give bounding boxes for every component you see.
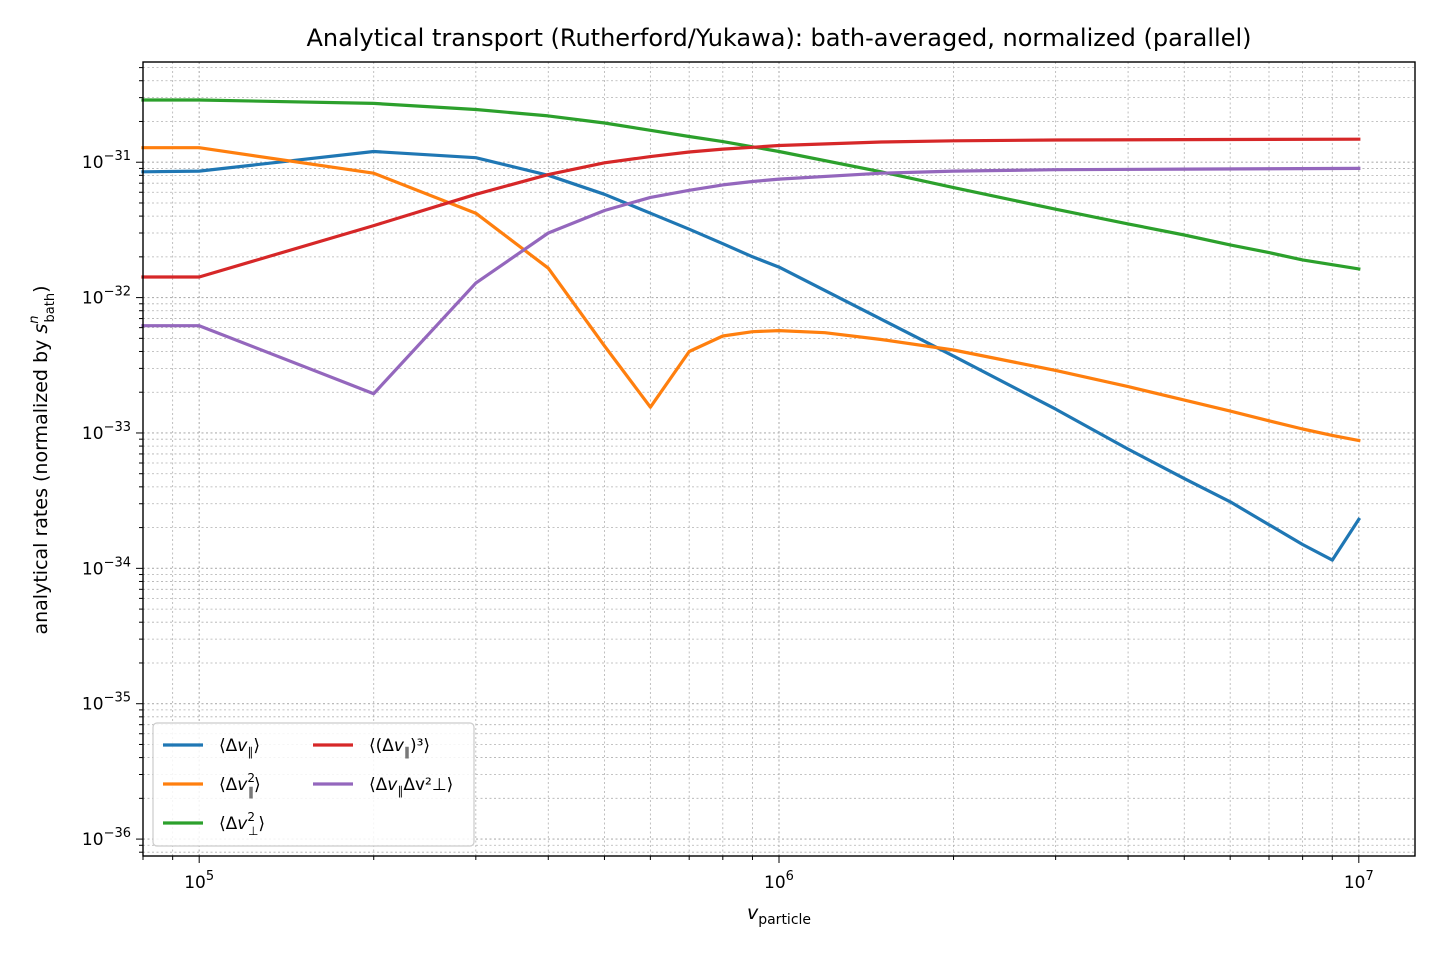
series-line-2 (141, 146, 1361, 443)
x-axis-label-main: v (747, 902, 759, 924)
series-layer (141, 98, 1362, 562)
axis-tick-labels: 105 106 107 10−36 10−35 10−34 10−33 10−32 10−31 (82, 149, 1374, 893)
x-tick-label: 107 (1344, 869, 1374, 893)
y-tick-label: 10−34 (82, 555, 131, 579)
legend-label-1: ⟨Δv∥⟩ (219, 736, 260, 759)
y-axis-label-s: s (30, 324, 52, 334)
y-axis-label-superscript: n (27, 315, 42, 323)
axis-ticks (136, 67, 1360, 863)
legend: ⟨Δv∥⟩ ⟨Δv2 ∥⟩ ⟨Δv2 ⊥⟩ ⟨(Δv∥)³⟩ ⟨Δv∥Δv²⊥⟩ (152, 722, 475, 847)
x-tick-label: 106 (764, 869, 794, 893)
y-axis-label-subscript: bath (43, 293, 58, 323)
y-tick-label: 10−36 (82, 826, 131, 850)
y-axis-label: analytical rates (normalized by snbath) (27, 285, 58, 634)
y-tick-label: 10−32 (82, 285, 131, 309)
series-line-4 (141, 137, 1361, 279)
x-tick-label: 105 (184, 869, 214, 893)
chart-title: Analytical transport (Rutherford/Yukawa)… (306, 24, 1251, 52)
legend-label-5: ⟨Δv∥Δv²⊥⟩ (369, 775, 453, 798)
y-tick-label: 10−33 (82, 420, 131, 444)
x-axis-label-subscript: particle (758, 912, 811, 928)
legend-label-3: ⟨Δv2 ⊥⟩ (219, 810, 265, 838)
series-line-1 (141, 149, 1362, 562)
y-axis-label-close: ) (30, 285, 52, 292)
y-tick-label: 10−31 (82, 149, 131, 173)
legend-label-4: ⟨(Δv∥)³⟩ (369, 736, 430, 759)
y-axis-label-main: analytical rates (normalized by (30, 334, 52, 635)
legend-label-2: ⟨Δv2 ∥⟩ (219, 771, 261, 799)
series-line-5 (141, 166, 1361, 396)
x-axis-label: vparticle (747, 902, 811, 928)
major-gridlines (143, 62, 1415, 856)
y-tick-label: 10−35 (82, 691, 131, 715)
series-line-3 (141, 98, 1361, 271)
